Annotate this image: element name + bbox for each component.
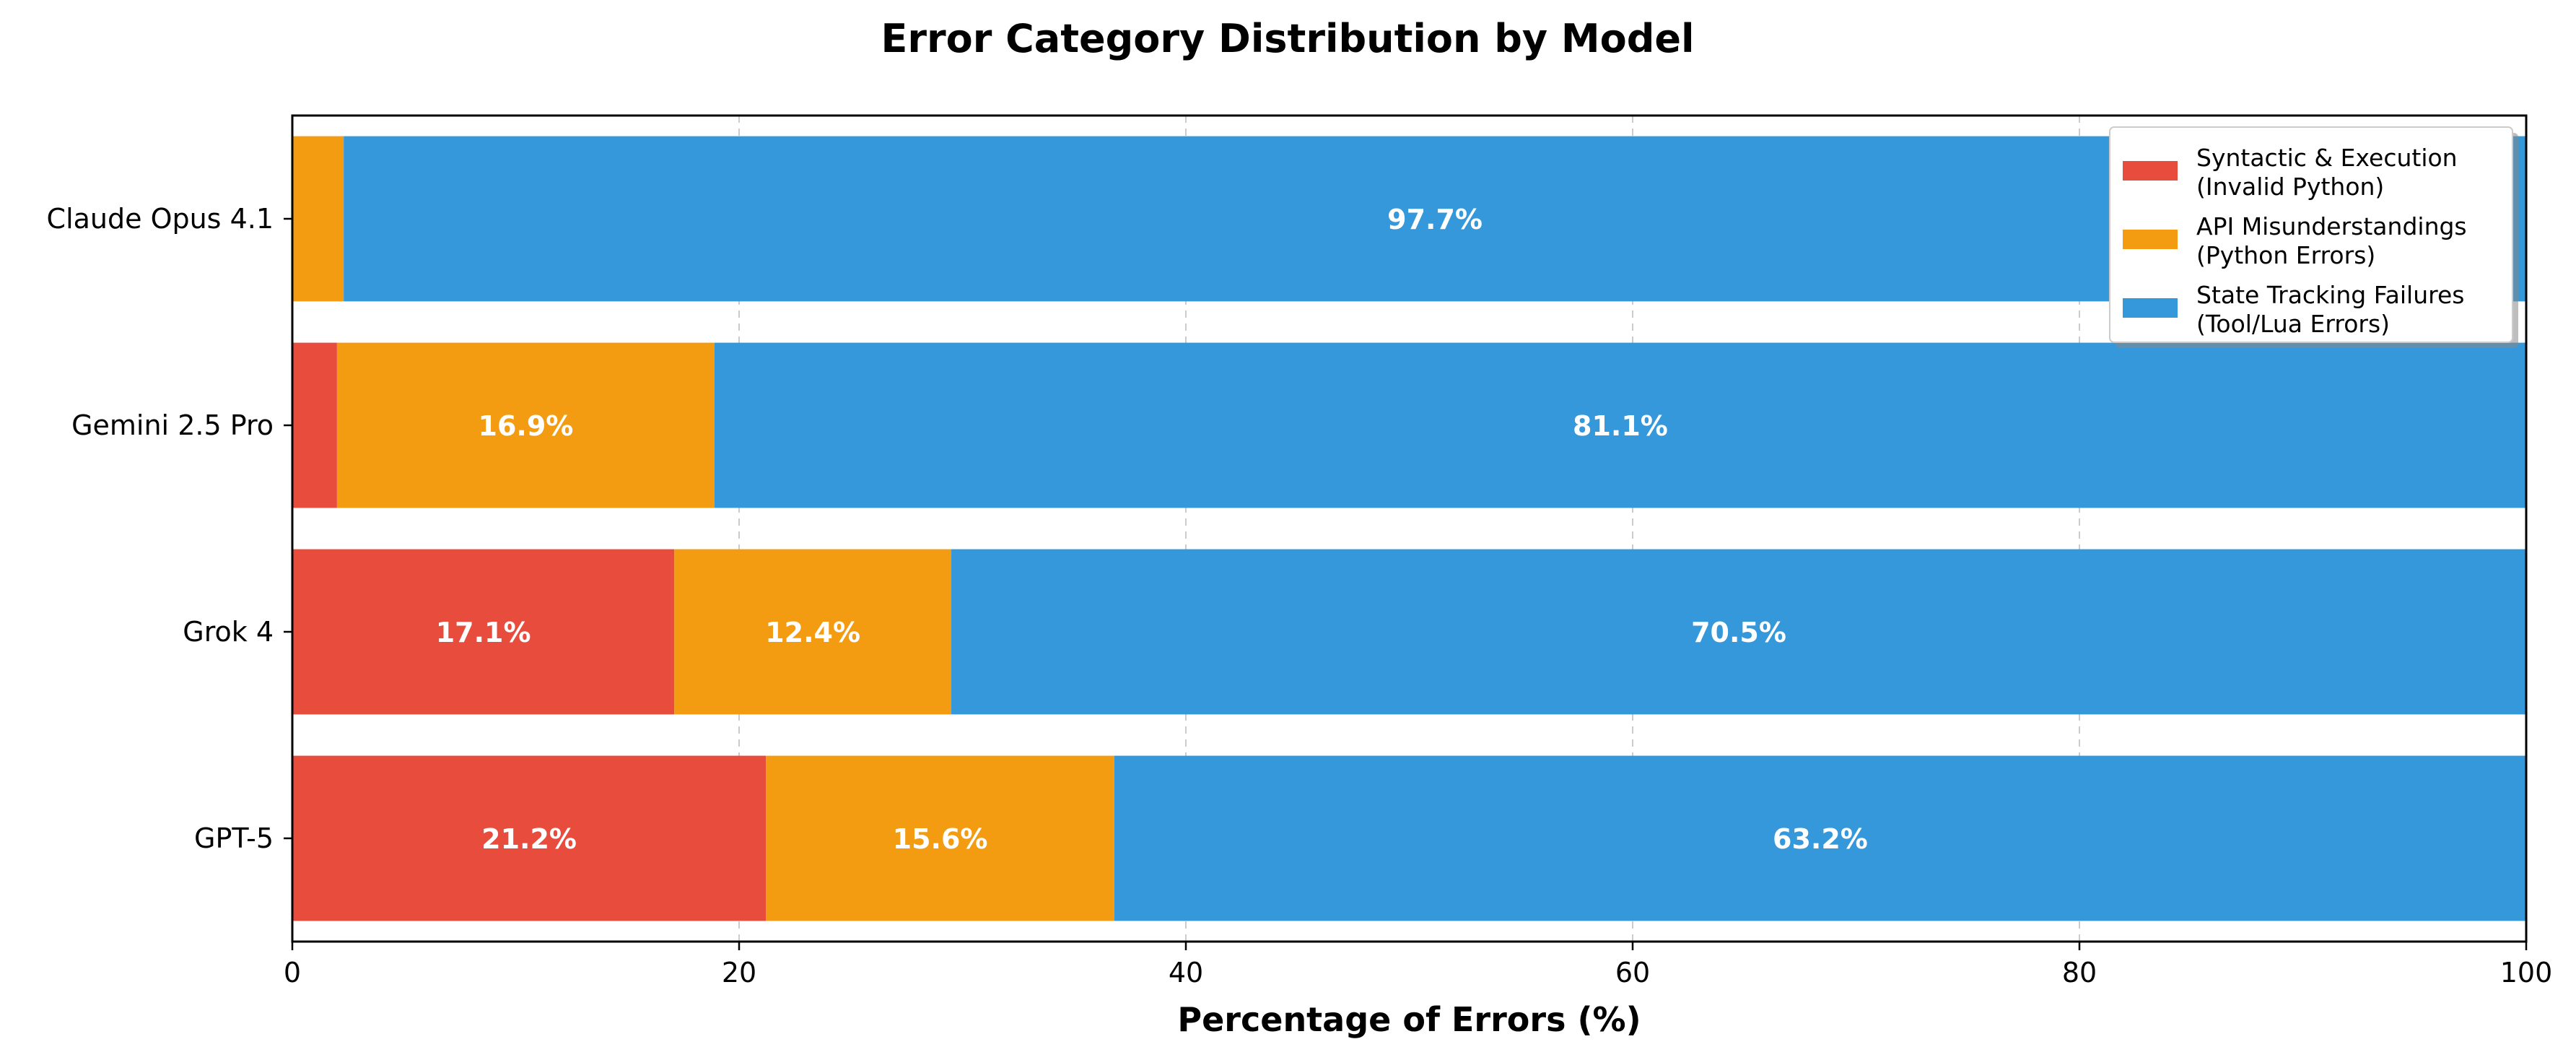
legend-box [2109,126,2513,343]
y-tick-label: GPT-5 [194,822,274,854]
x-tick-label: 100 [2500,957,2553,989]
y-axis: Claude Opus 4.1 Gemini 2.5 Pro Grok 4 GPT-5 [47,203,292,854]
x-axis-label: Percentage of Errors (%) [1177,1000,1641,1039]
x-tick-label: 40 [1169,957,1203,989]
plot-frame [291,114,2528,943]
bar-segment [292,549,675,715]
legend-entry-label: (Python Errors) [2196,241,2375,269]
bar-value-label: 70.5% [1691,617,1786,648]
x-tick-label: 60 [1615,957,1650,989]
bar-segment [951,549,2527,715]
legend-entry-label: API Misunderstandings [2196,212,2467,240]
y-tick-label: Gemini 2.5 Pro [71,409,274,441]
legend-entry-label: Syntactic & Execution [2196,144,2458,172]
y-tick-label: Claude Opus 4.1 [47,203,274,235]
bar-segment [674,549,952,715]
x-tick-label: 80 [2062,957,2097,989]
bar-segment [714,342,2526,508]
x-tick-label: 20 [722,957,756,989]
bar-value-labels: 97.7% 16.9% 81.1% 17.1% 12.4% 70.5% 21.2% 15.6%… [436,204,1868,855]
legend-entry-label: (Invalid Python) [2196,173,2384,201]
legend-entry-label: State Tracking Failures [2196,281,2464,309]
bar-value-label: 17.1% [436,617,531,648]
legend-swatch [2123,298,2178,318]
bar-value-label: 21.2% [481,823,577,855]
bar-value-label: 16.9% [479,410,574,442]
legend: Syntactic & Execution(Invalid Python) API… [2109,126,2518,348]
legend-swatch [2123,230,2178,249]
bar-value-label: 81.1% [1573,410,1668,442]
bar-value-label: 63.2% [1773,823,1868,855]
legend-entry-label: (Tool/Lua Errors) [2196,310,2390,338]
bar-segment [766,755,1114,921]
bar-segment [336,342,715,508]
y-tick-label: Grok 4 [183,616,274,648]
x-tick-label: 0 [284,957,301,989]
bar-segment [1114,755,2526,921]
bar-segment [292,136,344,302]
legend-swatch [2123,161,2178,181]
bar-value-label: 15.6% [893,823,988,855]
x-axis: 0 20 40 60 80 100 [284,942,2552,989]
chart-title: Error Category Distribution by Model [881,16,1694,61]
bar-value-label: 12.4% [765,617,860,648]
bar-segment [292,342,337,508]
bar-segment [292,755,767,921]
bar-value-label: 97.7% [1387,204,1483,235]
